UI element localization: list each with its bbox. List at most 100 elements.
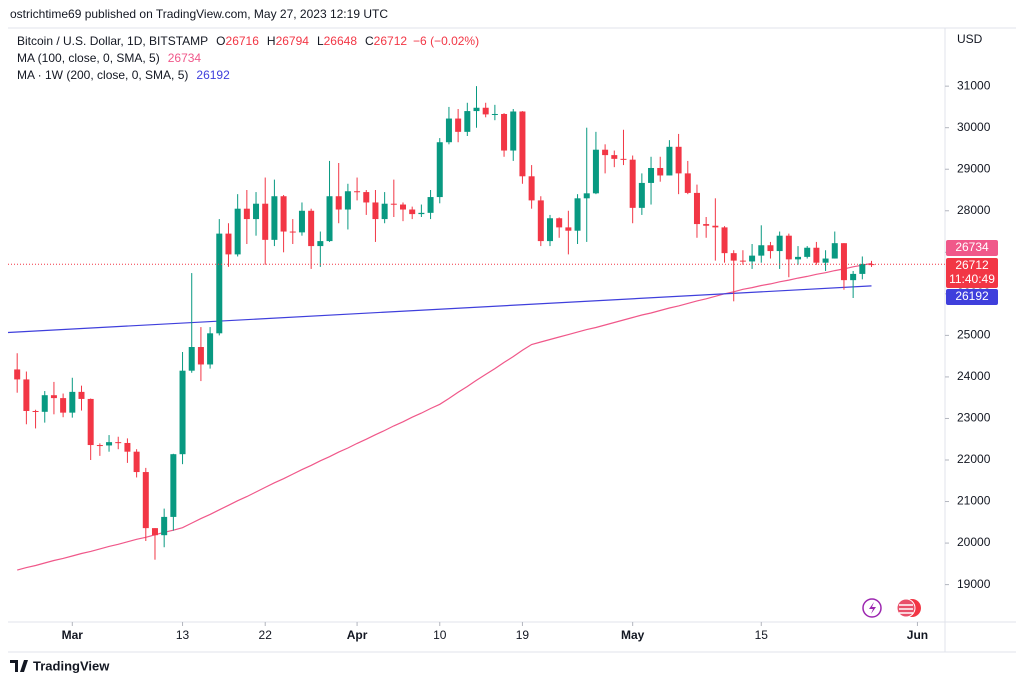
candle-body	[308, 210, 315, 247]
candle-body	[574, 198, 581, 231]
candle-body	[207, 333, 214, 365]
last-price-label-box	[946, 258, 998, 288]
ma1w-price-label: 26192	[955, 289, 989, 303]
publish-note: ostrichtime69 published on TradingView.c…	[10, 7, 388, 21]
x-tick-label: 10	[433, 628, 447, 642]
candle-body	[78, 391, 85, 399]
candle-body	[739, 260, 746, 262]
candle-body	[546, 218, 553, 242]
candle-body	[197, 347, 204, 365]
candle-body	[381, 203, 388, 220]
candle-body	[693, 192, 700, 225]
symbol-title: Bitcoin / U.S. Dollar, 1D, BITSTAMP	[17, 34, 208, 48]
candle-body	[611, 155, 618, 159]
candle-body	[87, 398, 94, 446]
candle-body	[583, 193, 590, 199]
candle-body	[859, 263, 866, 274]
candle-body	[804, 247, 811, 257]
change: −6 (−0.02%)	[413, 34, 479, 48]
candle-body	[32, 410, 39, 412]
candle-body	[372, 202, 379, 220]
y-tick-label: 30000	[957, 120, 991, 134]
candle-body	[657, 167, 664, 176]
x-tick-label: 22	[259, 628, 273, 642]
candle-body	[712, 225, 719, 228]
y-tick-label: 25000	[957, 328, 991, 342]
candle-body	[455, 118, 462, 132]
x-tick-label: 13	[176, 628, 190, 642]
candle-body	[418, 212, 425, 215]
candle-body	[234, 208, 241, 255]
candle-body	[96, 445, 103, 447]
candle-body	[528, 176, 535, 201]
last-price-label: 11:40:49	[949, 272, 995, 286]
candle-body	[537, 200, 544, 242]
candle-body	[390, 203, 397, 205]
ma100-price-label-box	[946, 240, 998, 256]
candle-body	[23, 379, 30, 411]
candle-body	[179, 370, 186, 455]
candle-body	[14, 369, 21, 380]
legend-entry: MA · 1W (200, close, 0, SMA, 5) 26192	[17, 68, 230, 82]
candle-body	[813, 247, 820, 263]
candle-body	[253, 203, 260, 220]
candle-body	[243, 208, 250, 220]
ma-line	[17, 262, 872, 571]
candle-body	[409, 209, 416, 215]
ohlc-label: H	[267, 34, 276, 48]
y-tick-label: 23000	[957, 411, 991, 425]
candle-body	[271, 196, 278, 240]
candle-body	[151, 528, 158, 536]
y-tick-label: 28000	[957, 203, 991, 217]
candle-body	[354, 191, 361, 193]
candle-body	[326, 196, 333, 242]
candle-body	[106, 442, 113, 446]
ohlc-value: 26712	[374, 34, 408, 48]
candle-body	[620, 158, 627, 160]
candle-body	[767, 245, 774, 252]
candle-body	[831, 243, 838, 259]
ma-line	[7, 285, 872, 334]
brand: TradingView	[33, 658, 110, 673]
candle-body	[262, 203, 269, 240]
x-tick-label: Mar	[62, 628, 84, 642]
candle-body	[225, 233, 232, 255]
candle-body	[133, 451, 140, 473]
candle-body	[776, 235, 783, 252]
candle-body	[822, 258, 829, 263]
candle-body	[868, 264, 875, 266]
candle-body	[436, 142, 443, 198]
candle-body	[675, 146, 682, 174]
ohlc-value: 26716	[226, 34, 260, 48]
ohlc-value: 26794	[276, 34, 310, 48]
candle-body	[41, 395, 48, 412]
legend-value: 26192	[196, 68, 230, 82]
candle-body	[280, 196, 287, 232]
candle-body	[501, 113, 508, 151]
legend-value: 26734	[168, 51, 202, 65]
last-price-label: 26712	[955, 258, 989, 272]
candle-body	[50, 395, 57, 399]
legend-name: MA · 1W (200, close, 0, SMA, 5)	[17, 68, 188, 82]
y-tick-label: 21000	[957, 494, 991, 508]
legend-entry: MA (100, close, 0, SMA, 5) 26734	[17, 51, 201, 65]
ohlc-value: 26648	[324, 34, 358, 48]
ohlc-label: L	[317, 34, 324, 48]
x-tick-label: May	[621, 628, 645, 642]
x-tick-label: 19	[516, 628, 530, 642]
candle-body	[638, 182, 645, 208]
candle-body	[473, 107, 480, 112]
candle-body	[188, 347, 195, 371]
candle-body	[161, 516, 168, 536]
ma100-price-label: 26734	[955, 240, 989, 254]
ma1w-price-label-box	[946, 289, 998, 305]
candle-body	[730, 253, 737, 261]
candle-body	[556, 218, 563, 228]
candle-body	[60, 398, 67, 413]
candle-body	[850, 273, 857, 281]
x-tick-label: Jun	[907, 628, 928, 642]
icons	[862, 598, 921, 618]
candle-body	[519, 111, 526, 177]
candle-body	[565, 227, 572, 231]
